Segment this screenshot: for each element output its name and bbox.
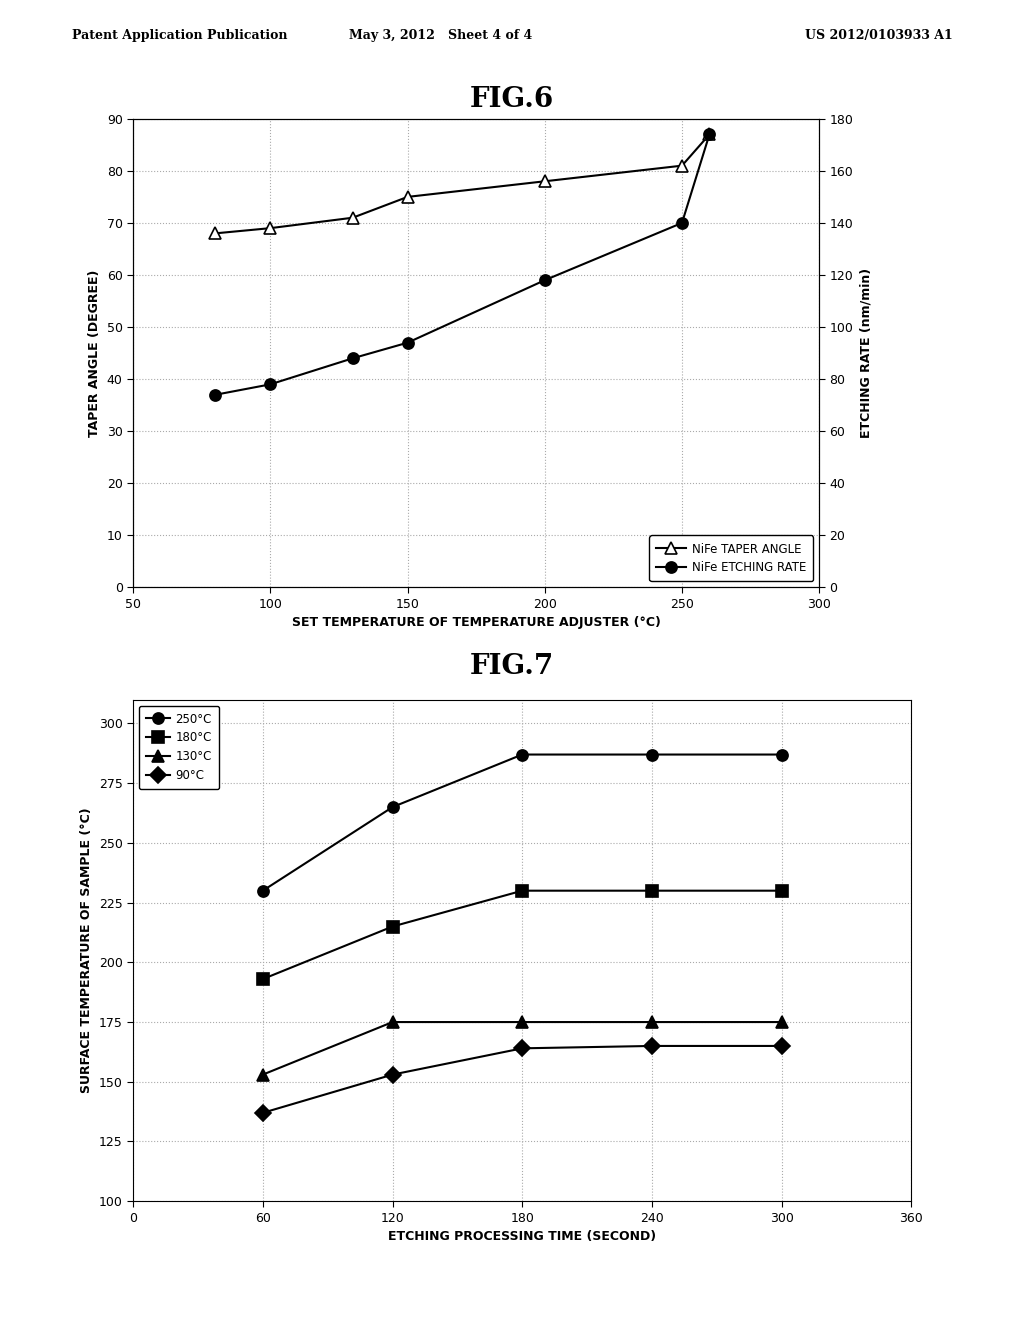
NiFe TAPER ANGLE — [703, 127, 716, 143]
NiFe TAPER ANGLE — [539, 173, 551, 189]
Line: 180°C: 180°C — [257, 886, 787, 985]
250°C — [516, 747, 528, 763]
180°C — [646, 883, 658, 899]
Line: NiFe TAPER ANGLE: NiFe TAPER ANGLE — [210, 129, 715, 239]
NiFe TAPER ANGLE — [264, 220, 276, 236]
90°C — [386, 1067, 398, 1082]
NiFe ETCHING RATE — [539, 272, 551, 288]
NiFe ETCHING RATE — [209, 387, 221, 403]
Text: May 3, 2012   Sheet 4 of 4: May 3, 2012 Sheet 4 of 4 — [349, 29, 531, 42]
Text: FIG.6: FIG.6 — [470, 86, 554, 112]
250°C — [775, 747, 787, 763]
Legend: NiFe TAPER ANGLE, NiFe ETCHING RATE: NiFe TAPER ANGLE, NiFe ETCHING RATE — [649, 536, 813, 582]
NiFe TAPER ANGLE — [676, 157, 688, 173]
90°C — [646, 1038, 658, 1053]
X-axis label: ETCHING PROCESSING TIME (SECOND): ETCHING PROCESSING TIME (SECOND) — [388, 1230, 656, 1243]
180°C — [386, 919, 398, 935]
Legend: 250°C, 180°C, 130°C, 90°C: 250°C, 180°C, 130°C, 90°C — [139, 705, 219, 789]
NiFe ETCHING RATE — [401, 335, 414, 351]
Line: 90°C: 90°C — [257, 1040, 787, 1118]
NiFe TAPER ANGLE — [209, 226, 221, 242]
NiFe ETCHING RATE — [676, 215, 688, 231]
Line: NiFe ETCHING RATE: NiFe ETCHING RATE — [210, 129, 715, 400]
180°C — [775, 883, 787, 899]
Text: FIG.7: FIG.7 — [470, 653, 554, 680]
130°C — [516, 1014, 528, 1030]
Text: US 2012/0103933 A1: US 2012/0103933 A1 — [805, 29, 952, 42]
90°C — [775, 1038, 787, 1053]
180°C — [257, 972, 269, 987]
130°C — [257, 1067, 269, 1082]
Y-axis label: ETCHING RATE (nm/min): ETCHING RATE (nm/min) — [859, 268, 872, 438]
NiFe ETCHING RATE — [346, 350, 358, 366]
250°C — [257, 883, 269, 899]
NiFe ETCHING RATE — [264, 376, 276, 392]
130°C — [646, 1014, 658, 1030]
250°C — [646, 747, 658, 763]
Text: Patent Application Publication: Patent Application Publication — [72, 29, 287, 42]
130°C — [775, 1014, 787, 1030]
X-axis label: SET TEMPERATURE OF TEMPERATURE ADJUSTER (°C): SET TEMPERATURE OF TEMPERATURE ADJUSTER … — [292, 616, 660, 630]
250°C — [386, 799, 398, 814]
NiFe TAPER ANGLE — [346, 210, 358, 226]
NiFe TAPER ANGLE — [401, 189, 414, 205]
90°C — [257, 1105, 269, 1121]
Y-axis label: TAPER ANGLE (DEGREE): TAPER ANGLE (DEGREE) — [88, 269, 101, 437]
Line: 250°C: 250°C — [257, 748, 787, 896]
Line: 130°C: 130°C — [257, 1016, 787, 1080]
Y-axis label: SURFACE TEMPERATURE OF SAMPLE (°C): SURFACE TEMPERATURE OF SAMPLE (°C) — [80, 808, 93, 1093]
90°C — [516, 1040, 528, 1056]
180°C — [516, 883, 528, 899]
130°C — [386, 1014, 398, 1030]
NiFe ETCHING RATE — [703, 127, 716, 143]
